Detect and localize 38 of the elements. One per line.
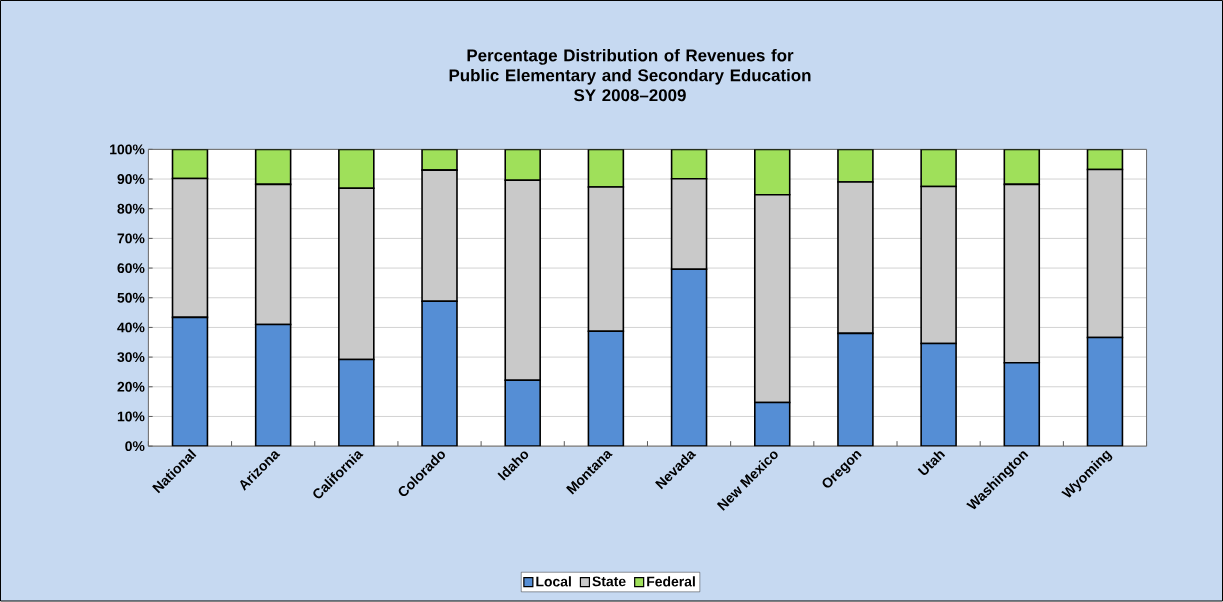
bar <box>670 149 708 180</box>
bar <box>587 330 625 447</box>
bar <box>254 149 292 186</box>
y-tick-label: 20% <box>117 382 145 392</box>
y-tick-label: 80% <box>117 204 145 214</box>
y-tick-label: 0% <box>125 441 145 452</box>
legend-label: Federal <box>647 576 695 587</box>
bar <box>1086 336 1124 447</box>
y-tick-label: 10% <box>117 411 145 422</box>
bar <box>171 149 209 180</box>
bar <box>920 149 957 188</box>
y-tick-label: 60% <box>117 263 145 274</box>
y-tick-label: 100% <box>110 144 145 155</box>
bar <box>920 342 957 447</box>
bar <box>670 268 708 447</box>
bar <box>338 149 375 190</box>
y-tick-label: 30% <box>117 352 145 363</box>
legend-label: State <box>592 576 626 587</box>
bar <box>504 379 541 447</box>
bar <box>1086 149 1124 171</box>
y-tick-label: 90% <box>117 174 145 185</box>
bar <box>837 149 874 184</box>
bar <box>587 149 625 189</box>
bar <box>421 300 458 447</box>
bar <box>753 149 791 196</box>
bar <box>254 323 292 447</box>
y-tick-label: 50% <box>117 293 145 303</box>
bar <box>837 332 874 447</box>
chart-subtitle: SY 2008–2009 <box>574 89 686 102</box>
bar <box>1003 149 1041 186</box>
bar <box>1003 362 1041 447</box>
legend-label: Local <box>536 576 571 587</box>
bar <box>338 358 375 447</box>
y-tick-label: 70% <box>117 233 145 244</box>
chart-title: Percentage Distribution of Revenues for Public Elementary and Secondary Education <box>449 49 811 85</box>
bar <box>171 316 209 447</box>
bar <box>753 401 791 447</box>
y-tick-label: 40% <box>117 322 145 333</box>
